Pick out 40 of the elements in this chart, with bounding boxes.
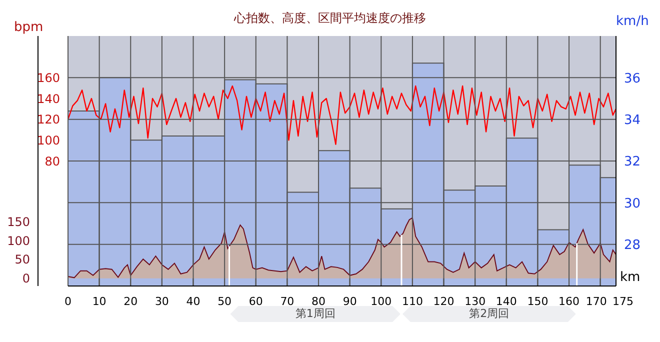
x-tick-label: 140: [496, 295, 517, 308]
x-tick-label: 0: [64, 295, 72, 308]
y-tick-label: 100: [37, 133, 60, 148]
x-tick-label: 170: [586, 295, 607, 308]
y2-tick-label: 32: [624, 154, 641, 170]
x-tick-label: 80: [312, 295, 326, 308]
x-tick-label: 30: [154, 295, 169, 308]
y3-tick-label: 0: [22, 272, 30, 286]
y-tick-label: 80: [44, 154, 60, 168]
x-tick-label: 70: [280, 295, 294, 308]
x-tick-label: 160: [558, 295, 580, 308]
y-axis-title: bpm: [14, 20, 44, 35]
x-tick-label: 130: [464, 295, 486, 308]
x-tick-label: 110: [402, 295, 423, 308]
x-tick-label: 90: [342, 295, 357, 308]
x-axis-title: km: [620, 270, 640, 285]
x-tick-label: 60: [248, 295, 263, 308]
x-tick-label: 175: [612, 295, 634, 308]
y3-tick-label: 100: [7, 234, 30, 248]
y2-tick-label: 28: [624, 238, 641, 253]
x-tick-label: 150: [527, 295, 548, 308]
y-tick-label: 160: [37, 70, 60, 85]
text: 第2周回: [469, 307, 510, 320]
y2-tick-label: 30: [624, 196, 641, 212]
x-tick-label: 120: [433, 295, 454, 308]
x-tick-label: 20: [124, 295, 138, 308]
x-tick-label: 40: [186, 295, 200, 308]
y2-axis-title: km/h: [616, 14, 649, 29]
y2-tick-label: 36: [624, 71, 641, 86]
text: 第1周回: [295, 307, 336, 320]
x-tick-label: 50: [218, 295, 232, 308]
x-tick-label: 10: [92, 295, 106, 308]
y-tick-label: 120: [37, 112, 60, 127]
line-series: [68, 85, 616, 145]
y3-tick-label: 150: [7, 214, 30, 229]
y3-tick-label: 50: [14, 252, 30, 267]
chart-title: 心拍数、高度、区間平均速度の推移: [234, 11, 426, 25]
y-tick-label: 140: [37, 92, 60, 106]
y2-tick-label: 34: [624, 112, 641, 128]
x-tick-label: 100: [370, 295, 392, 308]
